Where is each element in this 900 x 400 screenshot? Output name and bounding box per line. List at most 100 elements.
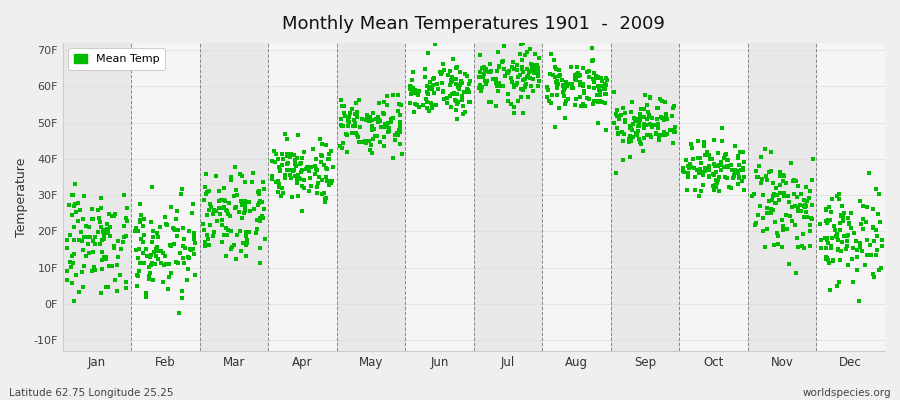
- Point: [221, 227, 236, 233]
- Point: [737, 174, 751, 180]
- Point: [683, 164, 698, 170]
- Point: [652, 137, 666, 143]
- Point: [88, 234, 103, 240]
- Point: [139, 294, 153, 300]
- Point: [350, 114, 365, 120]
- Point: [860, 237, 875, 243]
- Point: [104, 232, 118, 239]
- Point: [547, 74, 562, 80]
- Point: [97, 236, 112, 243]
- Point: [436, 61, 450, 68]
- Point: [445, 91, 459, 98]
- Point: [666, 105, 680, 112]
- Point: [472, 52, 487, 58]
- Point: [97, 254, 112, 260]
- Point: [765, 197, 779, 204]
- Point: [178, 244, 193, 251]
- Point: [496, 83, 510, 90]
- Point: [439, 95, 454, 102]
- Point: [418, 96, 433, 102]
- Point: [520, 66, 535, 72]
- Point: [573, 103, 588, 110]
- Point: [652, 135, 666, 141]
- Point: [136, 223, 150, 230]
- Point: [75, 238, 89, 244]
- Point: [868, 227, 883, 233]
- Point: [223, 177, 238, 183]
- Point: [558, 114, 572, 121]
- Point: [333, 116, 347, 122]
- Point: [691, 155, 706, 162]
- Point: [310, 189, 324, 196]
- Point: [654, 98, 669, 104]
- Point: [667, 103, 681, 109]
- Point: [158, 252, 173, 259]
- Point: [158, 253, 172, 259]
- Point: [747, 191, 761, 197]
- Point: [785, 218, 799, 224]
- Point: [867, 238, 881, 244]
- Point: [376, 143, 391, 149]
- Point: [802, 243, 816, 249]
- Point: [253, 198, 267, 204]
- Point: [820, 220, 834, 226]
- Point: [497, 43, 511, 49]
- Point: [712, 162, 726, 168]
- Point: [497, 66, 511, 72]
- Point: [151, 256, 166, 262]
- Point: [697, 168, 711, 175]
- Point: [286, 152, 301, 158]
- Point: [341, 118, 356, 124]
- Point: [616, 157, 630, 163]
- Point: [703, 156, 717, 162]
- Point: [265, 158, 279, 164]
- Point: [349, 132, 364, 138]
- Point: [719, 156, 733, 163]
- Point: [797, 245, 812, 252]
- Point: [278, 172, 293, 179]
- Point: [706, 137, 721, 143]
- Point: [228, 164, 242, 170]
- Point: [173, 250, 187, 256]
- Point: [850, 238, 864, 244]
- Point: [590, 73, 604, 80]
- Point: [798, 203, 813, 210]
- Point: [794, 208, 808, 214]
- Point: [104, 224, 118, 230]
- Point: [518, 52, 532, 58]
- Point: [281, 160, 295, 166]
- Point: [365, 117, 380, 124]
- Point: [97, 232, 112, 238]
- Point: [359, 116, 374, 123]
- Point: [684, 141, 698, 147]
- Point: [218, 198, 232, 204]
- Point: [347, 123, 362, 130]
- Point: [408, 90, 422, 96]
- Point: [760, 210, 775, 216]
- Point: [234, 202, 248, 208]
- Point: [387, 137, 401, 144]
- Point: [852, 240, 867, 246]
- Point: [93, 241, 107, 247]
- Point: [791, 244, 806, 250]
- Point: [225, 244, 239, 250]
- Point: [424, 100, 438, 106]
- Point: [758, 146, 772, 152]
- Point: [176, 260, 191, 266]
- Point: [608, 111, 623, 117]
- Point: [639, 131, 653, 138]
- Point: [714, 159, 728, 165]
- Point: [652, 132, 667, 139]
- Point: [156, 250, 170, 256]
- Point: [680, 174, 695, 180]
- Point: [484, 99, 499, 105]
- Point: [530, 82, 544, 89]
- Point: [718, 163, 733, 170]
- Point: [681, 170, 696, 176]
- Point: [170, 260, 184, 267]
- Point: [557, 87, 572, 93]
- Point: [649, 131, 663, 138]
- Point: [578, 103, 592, 110]
- Point: [302, 168, 316, 174]
- Point: [453, 82, 467, 88]
